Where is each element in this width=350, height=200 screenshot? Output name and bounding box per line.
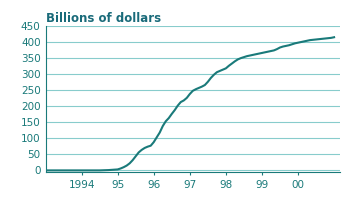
Text: Billions of dollars: Billions of dollars [46, 12, 161, 25]
